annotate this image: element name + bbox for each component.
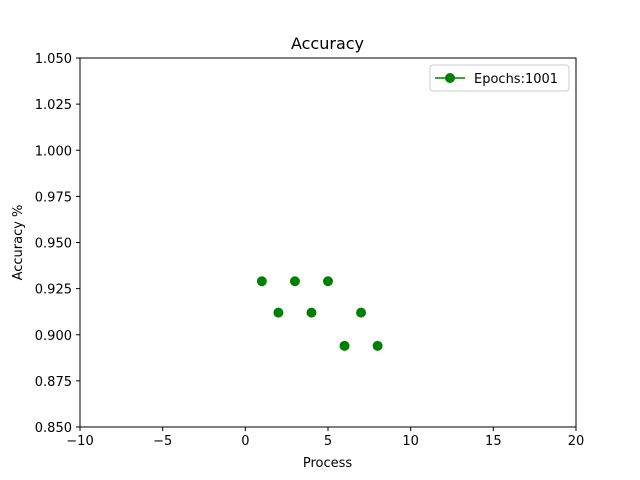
x-axis-title: Process xyxy=(303,456,353,471)
data-point xyxy=(256,276,267,287)
y-tick-label: 0.950 xyxy=(35,237,72,252)
y-tick-label: 0.975 xyxy=(35,190,72,205)
x-tick-label: 5 xyxy=(324,434,332,449)
data-point xyxy=(372,340,383,351)
legend-label: Epochs:1001 xyxy=(474,72,558,87)
data-point xyxy=(273,307,284,318)
x-tick-label: 0 xyxy=(241,434,249,449)
y-axis-title: Accuracy % xyxy=(11,205,26,281)
data-point xyxy=(339,340,350,351)
y-tick-label: 0.925 xyxy=(35,283,72,298)
y-tick-label: 1.000 xyxy=(35,144,72,159)
chart-title: Accuracy xyxy=(291,34,364,53)
data-point xyxy=(289,276,300,287)
data-point xyxy=(323,276,333,287)
y-tick-label: 0.850 xyxy=(35,421,72,436)
x-tick-label: 15 xyxy=(485,434,502,449)
x-tick-label: 10 xyxy=(402,434,419,449)
data-point xyxy=(306,307,317,318)
x-tick-label: −5 xyxy=(153,434,172,449)
y-tick-label: 0.900 xyxy=(35,329,72,344)
data-point xyxy=(356,307,367,318)
y-tick-label: 1.050 xyxy=(35,52,72,67)
x-tick-label: 20 xyxy=(568,434,585,449)
plot-area: −10 −5 0 5 10 15 20 0.850 0.875 0.900 0.925 0.950 0.… xyxy=(35,52,584,449)
y-tick-label: 1.025 xyxy=(35,98,72,113)
legend-box xyxy=(429,64,570,92)
x-tick-label: −10 xyxy=(66,434,93,449)
y-tick-label: 0.875 xyxy=(35,375,72,390)
legend-marker xyxy=(445,73,455,83)
